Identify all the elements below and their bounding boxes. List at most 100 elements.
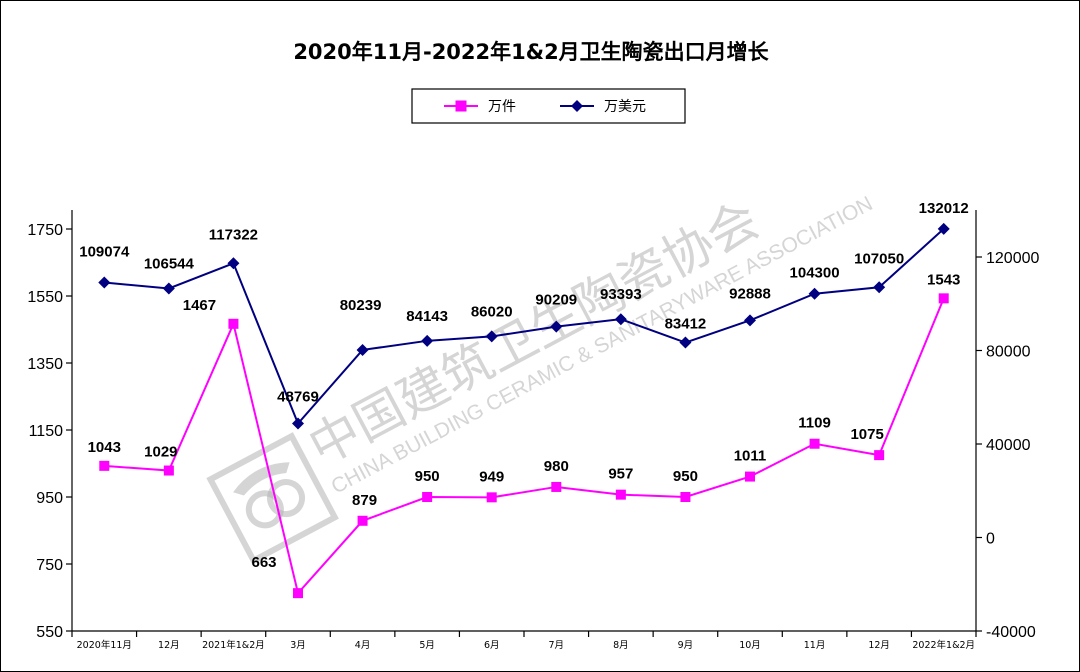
data-label: 93393 xyxy=(600,286,642,303)
data-label: 1109 xyxy=(798,415,831,432)
legend: 万件 万美元 xyxy=(411,88,686,124)
data-point xyxy=(98,276,111,289)
data-label: 1043 xyxy=(88,439,121,456)
data-label: 950 xyxy=(673,468,698,485)
series-usd: 109074 106544 117322 48769 80239 84143 86020 90… xyxy=(79,200,969,430)
data-point xyxy=(356,343,369,356)
data-point xyxy=(293,588,303,599)
data-point xyxy=(745,471,755,482)
data-point xyxy=(486,492,497,503)
data-point xyxy=(680,492,691,502)
data-label: 106544 xyxy=(144,255,195,272)
legend-marker-usd xyxy=(571,100,583,112)
data-label: 957 xyxy=(608,466,633,483)
right-tick-label: 40000 xyxy=(986,437,1031,454)
data-point xyxy=(937,222,950,235)
data-label: 980 xyxy=(544,458,569,475)
data-label: 107050 xyxy=(854,250,904,267)
data-point xyxy=(874,450,885,461)
watermark: 中国建筑卫生陶瓷协会 CHINA BUILDING CERAMIC & SANI… xyxy=(206,191,877,565)
data-point xyxy=(809,438,820,449)
left-tick-label: 550 xyxy=(36,624,63,641)
data-label: 950 xyxy=(415,468,440,485)
series-line xyxy=(104,297,945,596)
left-tick-label: 1350 xyxy=(27,356,63,373)
data-point xyxy=(162,282,175,295)
data-point xyxy=(744,314,756,327)
x-tick-label: 12月 xyxy=(868,640,890,651)
data-point xyxy=(873,281,886,294)
x-tick-label: 6月 xyxy=(484,640,500,651)
data-point xyxy=(99,460,110,471)
right-tick-label: 120000 xyxy=(986,250,1039,267)
x-tick-label: 2020年11月 xyxy=(77,639,132,651)
data-point xyxy=(808,287,821,300)
data-point xyxy=(228,318,239,329)
right-tick-label: -40000 xyxy=(986,624,1036,641)
data-point xyxy=(614,313,627,326)
data-label: 1029 xyxy=(144,444,177,461)
data-label: 84143 xyxy=(406,308,448,325)
x-tick-label: 2022年1&2月 xyxy=(912,639,975,651)
x-tick-label: 5月 xyxy=(419,640,435,651)
data-label: 92888 xyxy=(729,285,771,302)
legend-label-usd: 万美元 xyxy=(604,99,646,115)
data-point xyxy=(485,330,498,343)
series-line xyxy=(104,228,945,426)
data-point xyxy=(615,489,626,500)
data-label: 663 xyxy=(251,554,276,571)
data-label: 109074 xyxy=(79,244,130,261)
right-tick-label: 0 xyxy=(986,531,995,548)
data-point xyxy=(357,515,368,526)
data-label: 104300 xyxy=(790,265,840,282)
data-label: 83412 xyxy=(665,316,707,333)
right-tick-label: 80000 xyxy=(986,344,1031,361)
data-label: 80239 xyxy=(340,297,382,314)
left-tick-label: 1550 xyxy=(27,289,63,306)
data-label: 132012 xyxy=(919,200,969,217)
data-label: 1467 xyxy=(183,297,216,314)
data-point xyxy=(422,492,433,502)
watermark-english: CHINA BUILDING CERAMIC & SANITARYWARE AS… xyxy=(328,192,877,498)
data-point xyxy=(163,465,174,476)
x-tick-label: 8月 xyxy=(613,640,629,651)
right-axis-ticks: -40000 0 40000 80000 120000 xyxy=(976,250,1039,641)
x-tick-label: 10月 xyxy=(739,640,761,651)
x-tick-label: 11月 xyxy=(804,640,826,651)
data-label: 90209 xyxy=(535,292,577,309)
x-tick-label: 4月 xyxy=(355,640,371,651)
data-label: 48769 xyxy=(277,389,319,406)
x-tick-label: 3月 xyxy=(290,640,306,651)
data-label: 1011 xyxy=(734,448,767,465)
data-point xyxy=(292,417,304,430)
data-point xyxy=(938,293,949,304)
left-tick-label: 950 xyxy=(36,490,63,507)
association-logo-icon xyxy=(206,432,339,565)
watermark-chinese: 中国建筑卫生陶瓷协会 xyxy=(299,191,768,477)
data-label: 1075 xyxy=(850,426,883,443)
legend-marker-units xyxy=(455,100,467,112)
data-point xyxy=(421,334,434,347)
series-units: 1043 1029 1467 663 879 950 949 980 957 950 1011 110… xyxy=(88,271,960,599)
data-label: 117322 xyxy=(209,226,258,243)
data-label: 1543 xyxy=(927,271,960,288)
left-tick-label: 1150 xyxy=(29,423,64,440)
data-point xyxy=(679,336,692,349)
chart-title: 2020年11月-2022年1&2月卫生陶瓷出口月增长 xyxy=(293,40,769,64)
legend-label-units: 万件 xyxy=(488,99,516,115)
data-label: 86020 xyxy=(471,303,513,320)
x-tick-label: 7月 xyxy=(549,640,565,651)
left-tick-label: 1750 xyxy=(27,222,63,239)
data-point xyxy=(227,257,240,270)
series-layer: 1043 1029 1467 663 879 950 949 980 957 950 1011 110… xyxy=(79,200,969,599)
data-point xyxy=(550,320,563,333)
x-tick-label: 2021年1&2月 xyxy=(202,639,265,651)
x-tick-label: 12月 xyxy=(158,640,180,651)
left-axis-ticks: 550 750 950 1150 1350 1550 1750 xyxy=(27,222,72,641)
data-label: 949 xyxy=(479,468,504,485)
x-axis-ticks: 2020年11月 12月 2021年1&2月 3月 4月 5月 6月 7月 8月 9月 10月 11月… xyxy=(71,631,977,651)
data-point xyxy=(551,481,562,492)
x-tick-label: 9月 xyxy=(678,640,694,651)
left-tick-label: 750 xyxy=(36,557,63,574)
